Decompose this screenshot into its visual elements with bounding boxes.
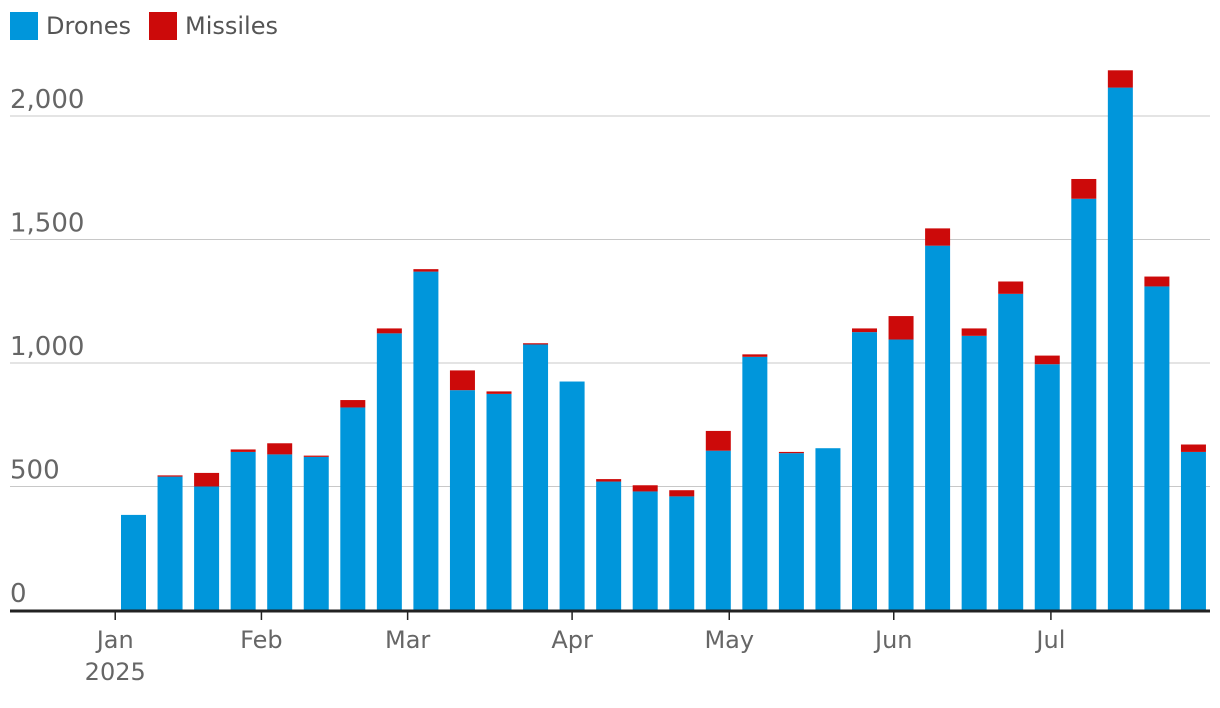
- missiles-bar: [1180, 444, 1206, 452]
- missiles-bar: [998, 281, 1024, 294]
- x-tick-label: Mar: [385, 626, 430, 654]
- x-tick-label: Apr: [551, 626, 593, 654]
- drones-bar: [852, 332, 877, 610]
- missiles-bar: [194, 472, 220, 487]
- drones-bar: [961, 335, 987, 610]
- drones-bar: [230, 451, 256, 610]
- missiles-bar: [596, 479, 622, 482]
- missiles-bar: [157, 475, 183, 477]
- y-tick-label: 1,500: [10, 209, 84, 239]
- y-tick-label: 2,000: [10, 85, 84, 115]
- y-tick-label: 0: [10, 579, 27, 609]
- missiles-bar: [230, 449, 256, 452]
- legend: Drones Missiles: [10, 12, 278, 40]
- missiles-bar: [1071, 178, 1097, 199]
- drones-bar: [1107, 87, 1133, 611]
- missiles-bar: [267, 443, 293, 455]
- missiles-bar: [669, 490, 695, 497]
- drones-bar: [449, 390, 475, 610]
- drones-bar: [742, 356, 768, 610]
- missiles-bar: [413, 269, 439, 272]
- missiles-bar: [852, 328, 877, 333]
- missiles-bar: [340, 400, 366, 408]
- drones-bar: [815, 448, 841, 610]
- legend-label-drones: Drones: [46, 12, 131, 40]
- x-tick-label: Jun: [873, 626, 913, 654]
- x-tick-label: Jul: [1034, 626, 1065, 654]
- missiles-bar: [632, 485, 658, 492]
- drones-bar: [596, 481, 622, 610]
- drones-bar: [376, 333, 402, 610]
- x-tick-label: Jan: [95, 626, 134, 654]
- x-tick-label: May: [704, 626, 754, 654]
- y-tick-label: 1,000: [10, 332, 84, 362]
- missiles-bar: [925, 228, 951, 246]
- missiles-bar: [778, 451, 804, 454]
- drones-bar: [888, 339, 914, 610]
- missiles-swatch: [148, 12, 177, 40]
- missiles-bar: [888, 316, 914, 340]
- drones-bar: [523, 344, 549, 610]
- missiles-bar: [961, 328, 987, 336]
- legend-item-drones: Drones: [10, 12, 131, 40]
- drones-bar: [632, 491, 658, 610]
- drones-bar: [267, 454, 293, 610]
- drones-bar: [303, 456, 329, 610]
- missiles-bar: [376, 328, 402, 334]
- drones-bar: [413, 271, 439, 610]
- missiles-bar: [303, 455, 329, 457]
- drones-swatch: [10, 12, 38, 40]
- drones-bar: [1180, 451, 1206, 610]
- missiles-bar: [449, 370, 475, 391]
- missiles-bar: [523, 343, 549, 345]
- drones-bar: [778, 453, 804, 610]
- missiles-bar: [1034, 355, 1060, 365]
- missiles-bar: [705, 430, 731, 451]
- missiles-bar: [1107, 70, 1133, 88]
- drones-bar: [340, 407, 366, 610]
- drones-bar: [1034, 364, 1060, 610]
- drones-bar: [1144, 286, 1170, 610]
- drones-bar: [486, 393, 512, 610]
- x-tick-label: Feb: [240, 626, 283, 654]
- drones-bar: [559, 381, 585, 610]
- missiles-bar: [486, 391, 512, 394]
- drones-bar: [998, 293, 1024, 610]
- drones-bar: [157, 476, 183, 610]
- drones-bar: [1071, 198, 1097, 610]
- drones-bar: [194, 486, 220, 610]
- legend-label-missiles: Missiles: [184, 12, 278, 40]
- legend-item-missiles: Missiles: [148, 12, 278, 40]
- drones-bar: [121, 514, 146, 610]
- drones-bar: [669, 496, 695, 610]
- drones-bar: [705, 450, 731, 610]
- drones-bar: [925, 245, 951, 611]
- y-tick-label: 500: [10, 456, 60, 486]
- missiles-bar: [742, 354, 768, 357]
- missiles-bar: [1144, 276, 1170, 287]
- x-tick-sublabel: 2025: [85, 658, 146, 686]
